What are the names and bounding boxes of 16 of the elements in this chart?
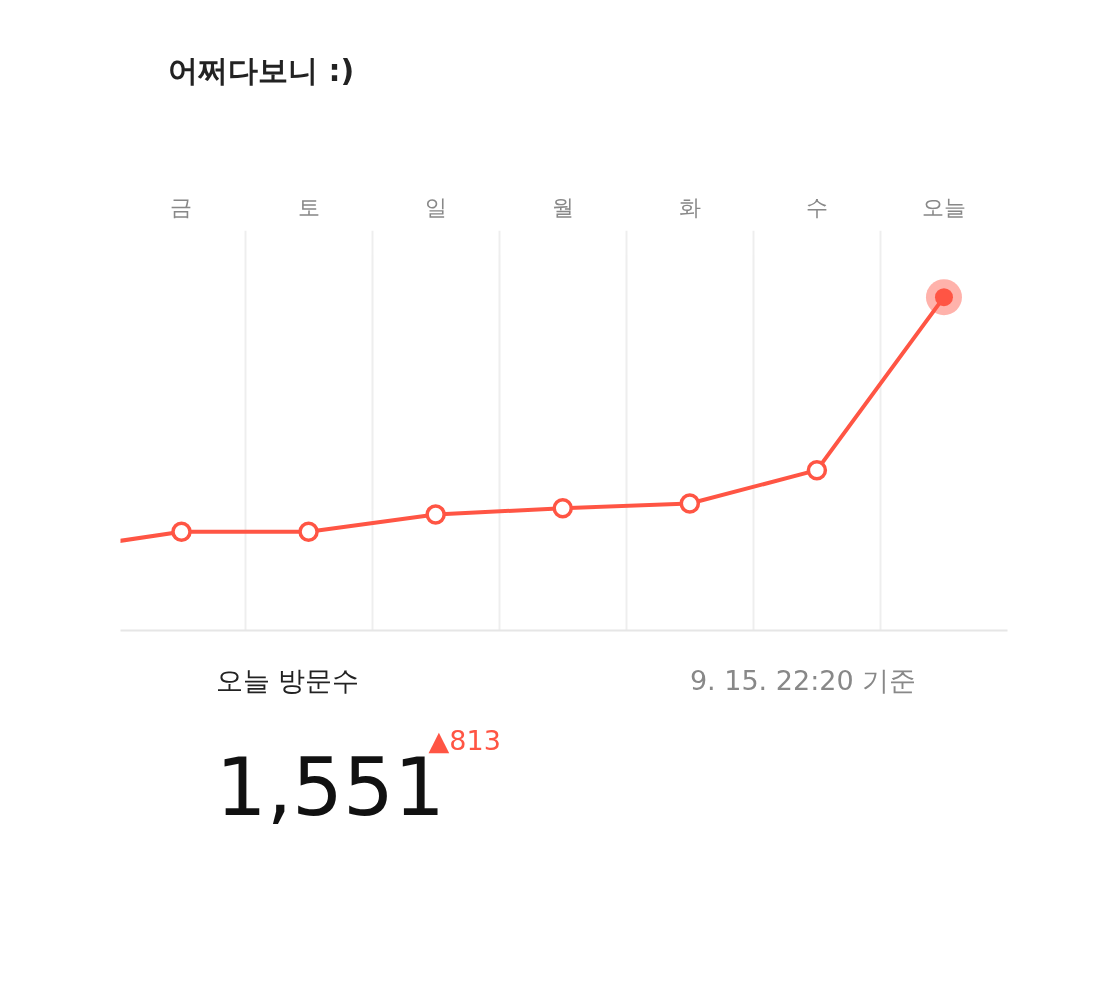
x-tick-label: 화: [678, 194, 701, 220]
x-tick-label: 오늘: [921, 194, 966, 220]
text: 9. 15. 22:20 기준: [689, 665, 917, 696]
point: [806, 459, 828, 481]
x-tick-label: 수: [805, 194, 828, 220]
point: [298, 521, 319, 543]
x-tick-label: 금: [170, 194, 193, 220]
text: 오늘 방문수: [215, 665, 360, 696]
point: [425, 504, 446, 525]
point: [679, 493, 701, 514]
chart-title: 어쩌다보니 :): [168, 53, 355, 88]
x-tick-label: 토: [297, 194, 320, 220]
x-tick-label: 월: [551, 194, 574, 220]
x-tick-label: 일: [424, 194, 447, 220]
point: [552, 497, 573, 519]
point: [171, 521, 192, 543]
